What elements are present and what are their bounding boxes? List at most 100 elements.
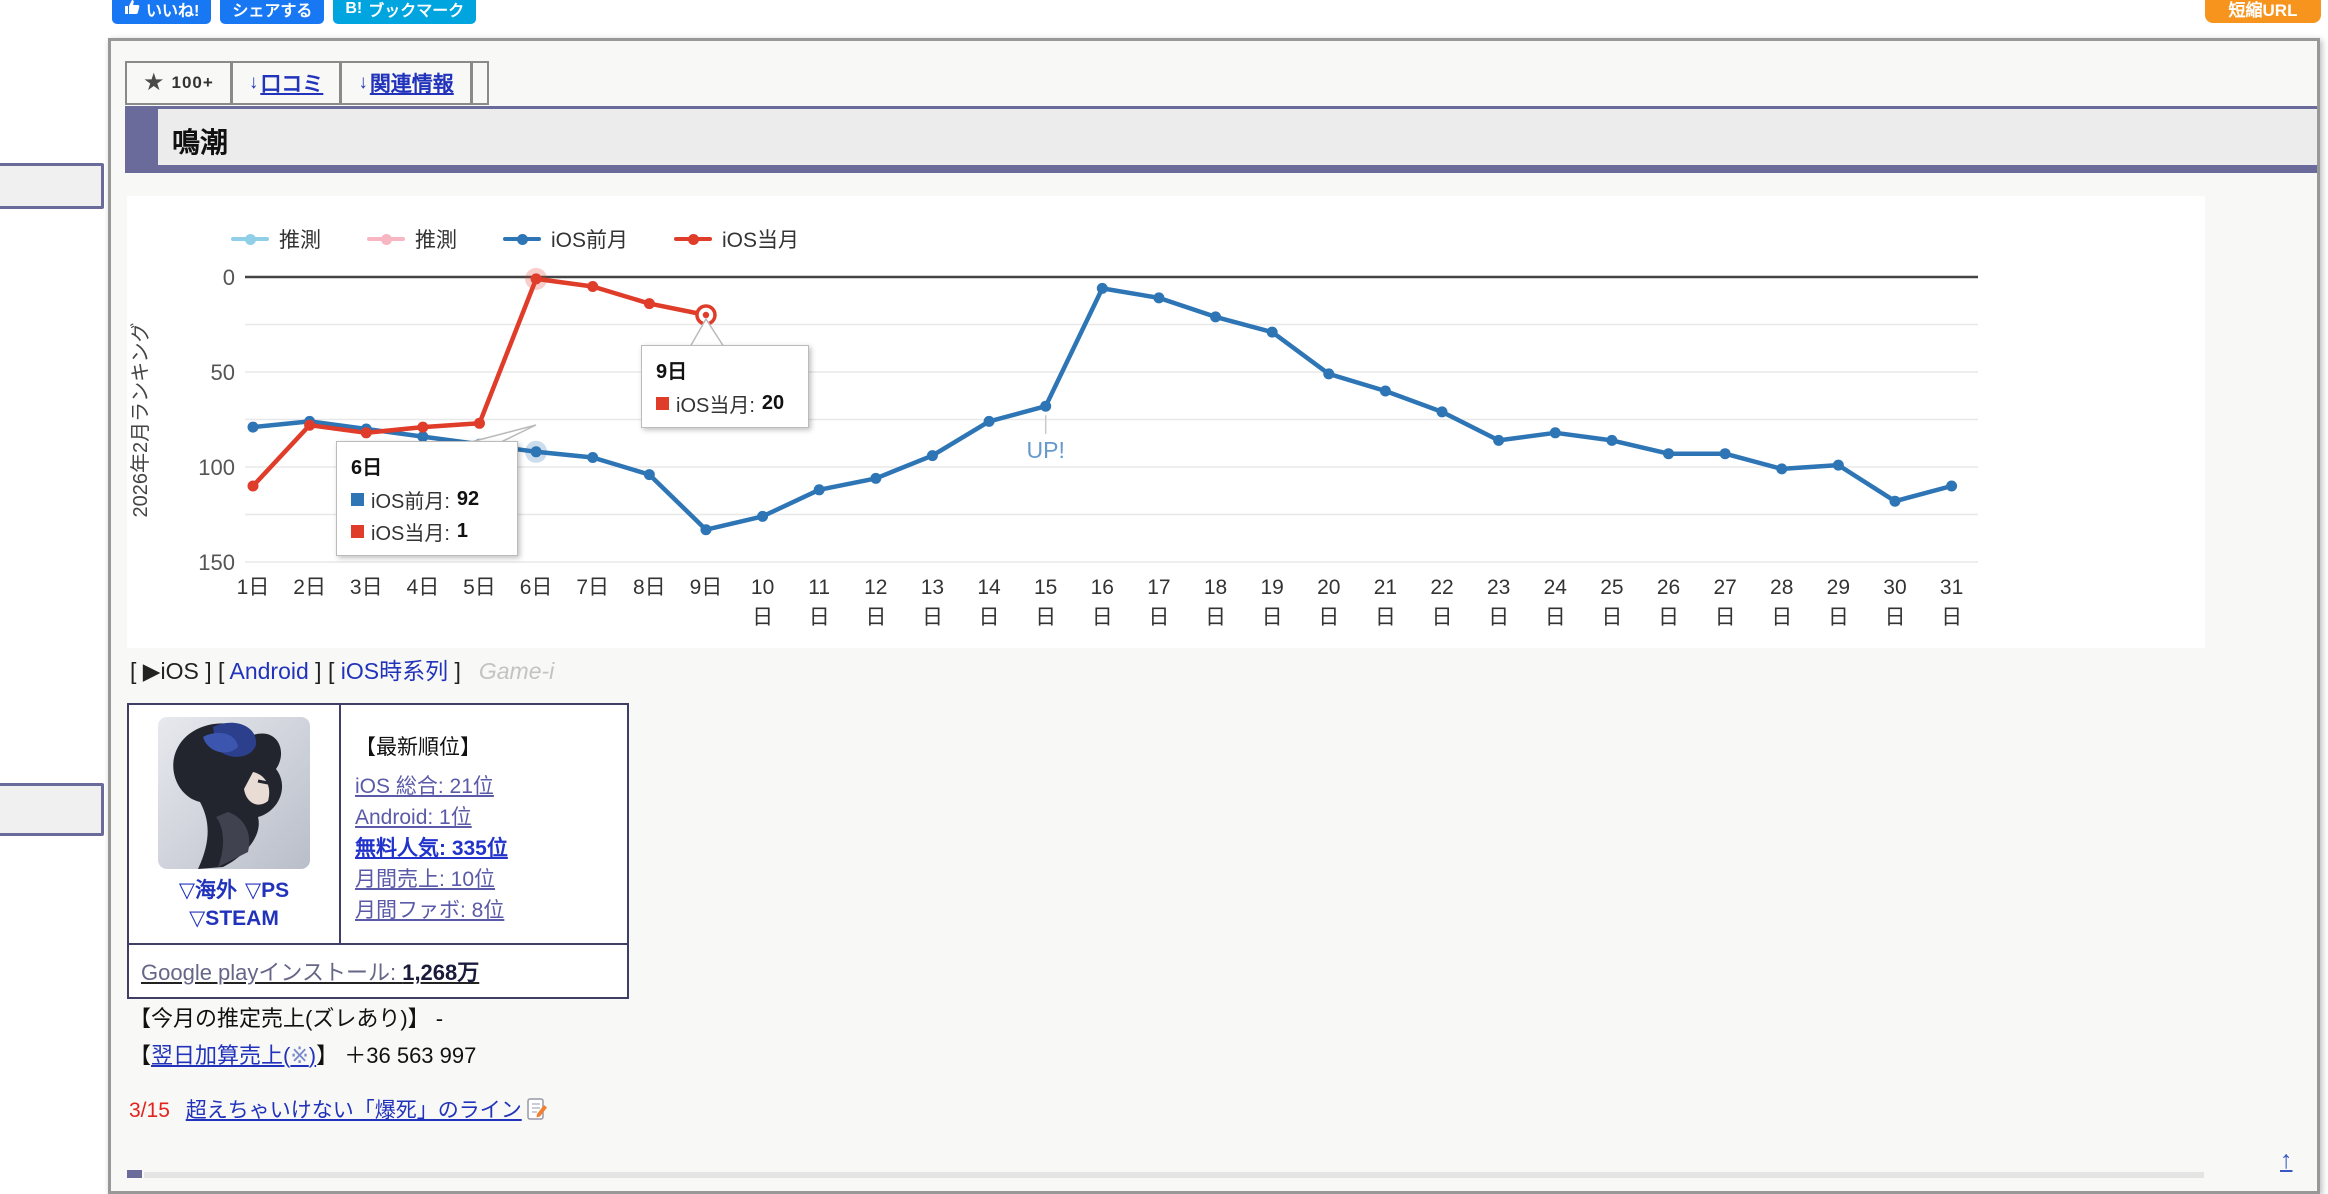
svg-text:4日: 4日 xyxy=(407,576,440,599)
favorite-count: 100+ xyxy=(171,73,214,92)
series-color-swatch xyxy=(656,397,669,410)
social-button-row: いいね! シェアする B! ブックマーク xyxy=(112,0,477,24)
like-button[interactable]: いいね! xyxy=(112,0,212,24)
monthly-sales-value: - xyxy=(435,1006,444,1031)
svg-text:日: 日 xyxy=(1771,606,1792,629)
tab-related-info[interactable]: ↓ 関連情報 xyxy=(340,61,471,105)
svg-text:日: 日 xyxy=(1205,606,1226,629)
svg-text:日: 日 xyxy=(979,606,1000,629)
down-arrow-icon: ↓ xyxy=(248,72,259,93)
legend-item-推測[interactable]: 推測 xyxy=(367,224,457,254)
game-thumb-cell: ▽海外 ▽PS ▽STEAM xyxy=(129,705,341,943)
svg-text:31: 31 xyxy=(1940,576,1963,599)
ranking-chart[interactable]: 0 50 100 150 2026年2月ランキング 1日 2日 3日 4日 5日 6日 7日 8日 9日 1… xyxy=(127,196,2205,648)
legend-item-推測[interactable]: 推測 xyxy=(231,224,321,254)
svg-text:UP!: UP! xyxy=(1027,437,1065,463)
svg-text:22: 22 xyxy=(1430,576,1453,599)
svg-text:15: 15 xyxy=(1034,576,1057,599)
watermark: Game-i xyxy=(478,658,555,684)
monthly-sales-line: 【今月の推定売上(ズレあり)】 - xyxy=(129,1006,444,1031)
svg-text:100: 100 xyxy=(198,455,235,480)
favorite-count-tab[interactable]: ★ 100+ xyxy=(125,61,231,105)
share-button-label: シェアする xyxy=(232,2,313,20)
related-info-link[interactable]: 関連情報 xyxy=(369,73,454,96)
svg-text:12: 12 xyxy=(864,576,887,599)
game-thumbnail[interactable] xyxy=(158,717,310,869)
legend-dot xyxy=(245,233,256,245)
platform-switch-links: [ ▶iOS ] [ Android ] [ iOS時系列 ] Game-i xyxy=(130,658,555,684)
free-popular-rank-link[interactable]: 無料人気: 335位 xyxy=(355,837,508,860)
left-nav-stub-1[interactable] xyxy=(0,163,104,209)
svg-text:10: 10 xyxy=(751,576,774,599)
legend-label: iOS前月 xyxy=(551,229,629,252)
tab-reviews[interactable]: ↓ 口コミ xyxy=(230,61,341,105)
tooltip-row: iOS当月: 1 xyxy=(351,517,503,546)
next-day-sales-value: ＋36 563 997 xyxy=(344,1043,477,1068)
tooltip-value: 92 xyxy=(456,488,480,510)
ios-timeseries-link[interactable]: iOS時系列 xyxy=(340,658,449,684)
android-rank-link[interactable]: Android: 1位 xyxy=(355,806,472,829)
svg-text:6日: 6日 xyxy=(520,576,553,599)
memo-icon xyxy=(526,1098,547,1126)
android-link[interactable]: Android xyxy=(229,658,309,684)
next-day-sales-line: 【翌日加算売上(※)】 ＋36 563 997 xyxy=(129,1043,477,1068)
share-button[interactable]: シェアする xyxy=(220,0,325,24)
ios-overall-rank-link[interactable]: iOS 総合: 21位 xyxy=(355,775,494,798)
svg-text:50: 50 xyxy=(211,360,235,385)
next-day-sales-link[interactable]: 翌日加算売上(※) xyxy=(151,1043,317,1068)
game-info-top: ▽海外 ▽PS ▽STEAM 【最新順位】 iOS 総合: 21位 Android… xyxy=(129,705,627,943)
svg-text:150: 150 xyxy=(198,550,235,575)
legend-dot xyxy=(688,233,700,245)
svg-text:日: 日 xyxy=(1828,606,1849,629)
svg-text:28: 28 xyxy=(1770,576,1793,599)
legend-marker xyxy=(231,233,269,245)
tooltip-title: 9日 xyxy=(656,361,688,383)
latest-ranks-cell: 【最新順位】 iOS 総合: 21位 Android: 1位 無料人気: 335… xyxy=(341,705,627,943)
svg-text:日: 日 xyxy=(865,606,886,629)
news-row: 3/15 超えちゃいけない「爆死」のライン xyxy=(129,1094,547,1126)
hatena-button-label: ブックマーク xyxy=(368,2,465,20)
page-top-arrow[interactable]: ↑ xyxy=(2280,1146,2293,1174)
svg-text:3日: 3日 xyxy=(350,576,383,599)
svg-text:14: 14 xyxy=(977,576,1001,599)
like-button-label: いいね! xyxy=(146,2,200,20)
reviews-link[interactable]: 口コミ xyxy=(260,73,324,96)
next-section-bar-sliver xyxy=(144,1172,2204,1178)
hatena-icon: B! xyxy=(345,0,363,17)
tooltip-series-label: iOS当月: xyxy=(676,395,755,417)
game-thumbnail-image xyxy=(158,717,310,869)
svg-text:19: 19 xyxy=(1260,576,1283,599)
svg-text:0: 0 xyxy=(223,265,235,290)
title-accent-block xyxy=(125,109,158,165)
svg-text:27: 27 xyxy=(1713,576,1736,599)
news-link[interactable]: 超えちゃいけない「爆死」のライン xyxy=(186,1098,547,1122)
legend-dot xyxy=(517,233,528,245)
legend-item-iOS前月[interactable]: iOS前月 xyxy=(503,224,628,254)
svg-text:日: 日 xyxy=(1601,606,1622,629)
page-title-bar: 鳴潮 xyxy=(125,106,2317,173)
left-nav-stub-2[interactable] xyxy=(0,783,104,836)
legend-item-iOS当月[interactable]: iOS当月 xyxy=(674,224,799,254)
svg-text:日: 日 xyxy=(1148,606,1169,629)
monthly-favorite-rank-link[interactable]: 月間ファボ: 8位 xyxy=(355,899,505,922)
steam-link[interactable]: ▽STEAM xyxy=(189,907,279,930)
legend-marker xyxy=(674,233,713,245)
overseas-link[interactable]: ▽海外 xyxy=(178,879,237,902)
svg-text:2日: 2日 xyxy=(293,576,326,599)
tooltip-row: iOS当月: 20 xyxy=(656,389,794,418)
short-url-button[interactable]: 短縮URL xyxy=(2205,0,2321,23)
chart-tooltip-day9: 9日 iOS当月: 20 xyxy=(641,345,809,428)
google-play-installs-link[interactable]: Google playインストール: 1,268万 xyxy=(141,960,480,985)
sales-estimates: 【今月の推定売上(ズレあり)】 - 【翌日加算売上(※)】 ＋36 563 99… xyxy=(129,1000,476,1074)
hatena-bookmark-button[interactable]: B! ブックマーク xyxy=(333,0,477,24)
ps-link[interactable]: ▽PS xyxy=(244,879,290,902)
svg-text:29: 29 xyxy=(1827,576,1850,599)
monthly-sales-rank-link[interactable]: 月間売上: 10位 xyxy=(355,868,496,891)
tooltip-series-label: iOS当月: xyxy=(371,523,450,545)
svg-text:21: 21 xyxy=(1374,576,1397,599)
tooltip-series-label: iOS前月: xyxy=(371,491,450,513)
tab-spacer xyxy=(470,61,489,105)
svg-text:25: 25 xyxy=(1600,576,1623,599)
legend-marker xyxy=(367,233,405,245)
